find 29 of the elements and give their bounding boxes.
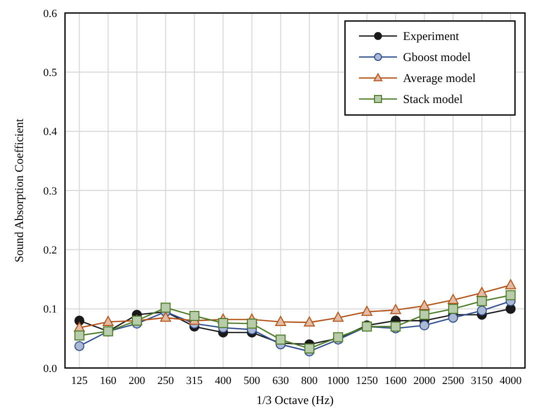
x-tick-label: 2500 (442, 375, 465, 387)
x-tick-label: 125 (71, 375, 88, 387)
x-tick-label: 400 (214, 375, 232, 387)
x-tick-label: 250 (157, 375, 174, 387)
x-tick-label: 2000 (413, 375, 436, 387)
y-tick-label: 0.5 (43, 67, 58, 80)
y-tick-label: 0.2 (43, 244, 57, 257)
x-tick-label: 200 (128, 375, 146, 387)
legend-label: Stack model (403, 92, 464, 106)
x-tick-label: 3150 (470, 375, 494, 387)
x-tick-label: 1250 (356, 375, 378, 387)
x-tick-label: 500 (244, 375, 261, 387)
y-axis-title: Sound Absorption Coefficient (12, 118, 26, 262)
y-tick-label: 0.6 (43, 8, 58, 20)
legend-label: Experiment (403, 29, 460, 44)
y-tick-label: 0.4 (43, 126, 58, 138)
x-tick-label: 1600 (384, 375, 408, 387)
x-tick-label: 160 (100, 375, 117, 387)
x-tick-label: 4000 (500, 375, 522, 387)
x-tick-label: 315 (186, 375, 204, 387)
x-tick-label: 1000 (327, 375, 350, 387)
y-tick-label: 0.0 (43, 362, 58, 375)
y-tick-label: 0.3 (43, 185, 58, 198)
legend-label: Average model (403, 71, 476, 86)
x-tick-label: 630 (272, 375, 290, 387)
x-tick-label: 800 (301, 375, 318, 387)
x-axis-title: 1/3 Octave (Hz) (256, 393, 334, 407)
legend-label: Gboost model (403, 50, 472, 64)
y-tick-label: 0.1 (43, 304, 57, 316)
